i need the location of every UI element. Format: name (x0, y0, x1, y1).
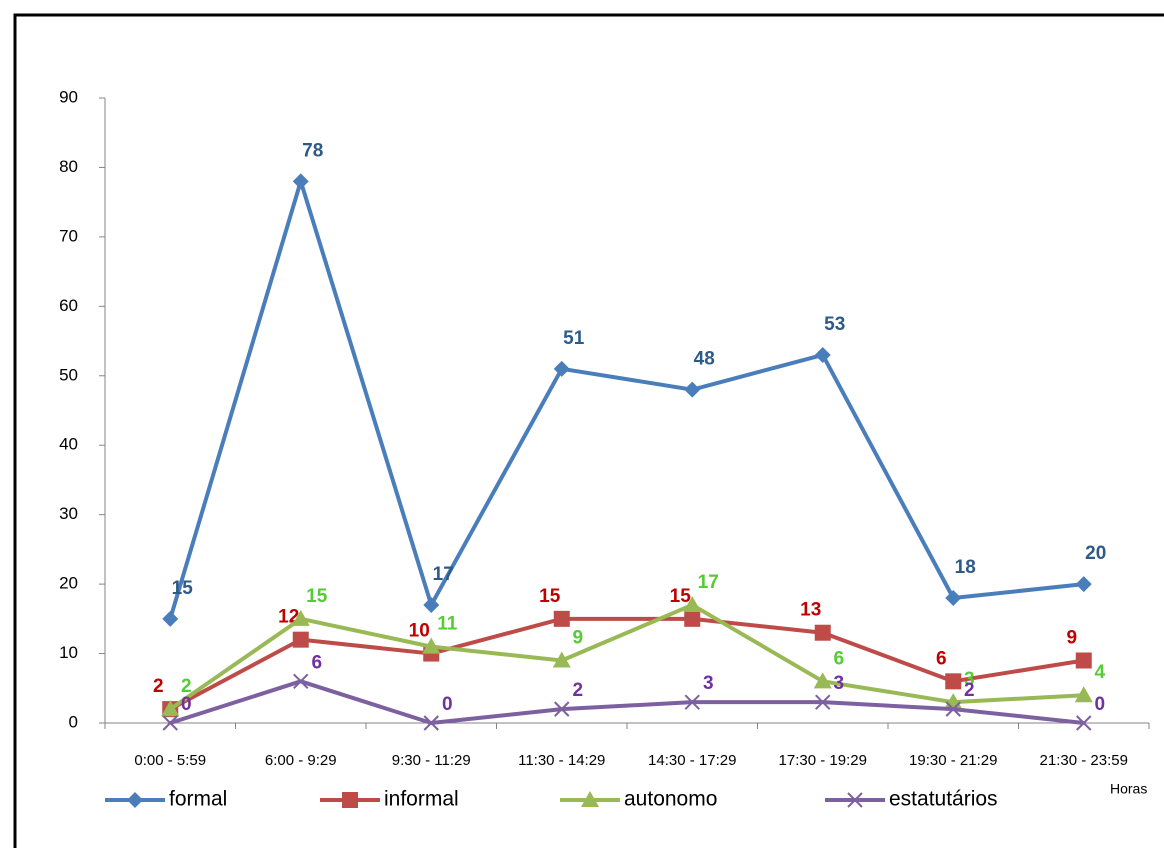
legend-label: estatutários (889, 788, 998, 811)
marker (162, 715, 178, 731)
data-label: 10 (409, 621, 430, 642)
marker (161, 700, 180, 717)
data-label: 9 (572, 628, 583, 649)
marker (292, 173, 309, 190)
data-label: 15 (306, 586, 328, 607)
x-tick-label: 0:00 - 5:59 (134, 752, 206, 769)
marker (1074, 686, 1093, 703)
marker (291, 609, 310, 626)
data-label: 6 (311, 652, 322, 673)
marker (683, 595, 702, 612)
data-label: 6 (833, 648, 844, 669)
y-tick-label: 50 (59, 365, 78, 384)
marker (1076, 715, 1092, 731)
series-line (169, 616, 1085, 711)
data-label: 53 (824, 314, 845, 335)
data-label: 13 (800, 600, 821, 621)
x-tick-label: 21:30 - 23:59 (1040, 752, 1128, 769)
x-axis-label: Horas (1110, 781, 1147, 797)
data-label: 3 (703, 673, 714, 694)
data-label: 2 (153, 676, 164, 697)
data-label: 11 (437, 614, 458, 635)
marker (684, 694, 700, 710)
data-label: 0 (442, 694, 453, 715)
data-label: 51 (563, 328, 585, 349)
data-label: 0 (1094, 694, 1105, 715)
y-tick-label: 60 (59, 296, 78, 315)
legend-marker (127, 792, 143, 808)
marker (162, 610, 179, 627)
y-tick-label: 20 (59, 574, 78, 593)
marker (814, 624, 831, 641)
marker (945, 701, 961, 717)
marker (945, 590, 962, 606)
marker (1075, 576, 1092, 593)
data-label: 17 (698, 572, 719, 593)
data-label: 15 (539, 586, 561, 607)
data-label: 0 (181, 694, 192, 715)
marker (423, 715, 439, 731)
marker (814, 346, 831, 363)
data-label: 15 (172, 578, 194, 599)
legend-label: autonomo (624, 788, 717, 811)
series-line (169, 679, 1084, 725)
marker (554, 701, 570, 717)
x-tick-label: 11:30 - 14:29 (518, 752, 605, 769)
x-tick-label: 17:30 - 19:29 (779, 752, 867, 769)
y-tick-label: 0 (69, 712, 78, 731)
data-label: 2 (572, 680, 583, 701)
data-label: 2 (181, 676, 192, 697)
x-tick-label: 19:30 - 21:29 (909, 752, 997, 769)
data-label: 2 (964, 680, 975, 701)
data-label: 15 (670, 586, 692, 607)
x-tick-label: 14:30 - 17:29 (648, 752, 736, 769)
frame (13, 13, 1164, 848)
marker (553, 360, 570, 377)
marker (552, 651, 571, 668)
y-tick-label: 10 (59, 643, 78, 662)
legend-marker (342, 792, 358, 808)
y-tick-label: 40 (59, 435, 78, 454)
y-tick-label: 90 (59, 87, 78, 106)
data-label: 3 (964, 669, 975, 690)
marker (813, 672, 832, 689)
marker (553, 610, 570, 627)
data-label: 4 (1094, 662, 1105, 683)
y-tick-label: 70 (59, 226, 78, 245)
marker (684, 381, 701, 398)
legend-label: informal (384, 788, 459, 811)
marker (293, 673, 309, 690)
data-label: 18 (955, 557, 976, 578)
data-label: 3 (833, 673, 844, 694)
data-label: 6 (936, 648, 947, 669)
data-label: 48 (694, 349, 715, 370)
legend-label: formal (169, 788, 227, 811)
marker (815, 694, 831, 710)
marker (684, 610, 701, 627)
marker (423, 596, 440, 613)
data-label: 17 (433, 564, 454, 585)
series-line (168, 179, 1084, 620)
series-line (169, 602, 1084, 711)
data-label: 9 (1066, 628, 1077, 649)
x-tick-label: 9:30 - 11:29 (392, 752, 471, 769)
data-label: 20 (1085, 543, 1106, 564)
data-label: 78 (302, 140, 323, 161)
marker (945, 673, 962, 690)
marker (1075, 652, 1092, 669)
y-tick-label: 30 (59, 504, 78, 523)
legend-marker (847, 792, 863, 808)
y-tick-label: 80 (59, 157, 78, 176)
x-tick-label: 6:00 - 9:29 (265, 752, 337, 769)
legend-marker (581, 791, 599, 807)
marker (422, 637, 441, 654)
marker (292, 631, 309, 648)
